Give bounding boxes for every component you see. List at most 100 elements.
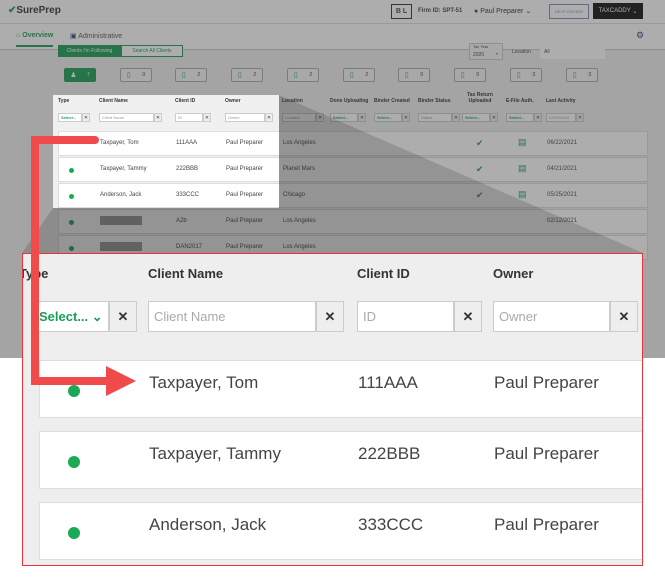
- clear-type-filter[interactable]: ✕: [109, 301, 137, 332]
- binder-created-filter[interactable]: Select...: [374, 113, 402, 122]
- type-filter-select[interactable]: Select... ⌄: [33, 301, 109, 332]
- comment-icon: ▯: [126, 72, 131, 79]
- taxcaddy-button[interactable]: TAXCADDY ⌄: [593, 3, 643, 19]
- client-type-dot: [69, 194, 74, 199]
- col-owner: Owner: [493, 266, 534, 281]
- stat-filter-document[interactable]: ▯ 2: [231, 68, 263, 82]
- location-input[interactable]: All: [540, 45, 605, 59]
- owner-filter[interactable]: Owner: [493, 301, 610, 332]
- cell-location: Los Angeles: [283, 140, 316, 146]
- column-header[interactable]: Last Activity: [546, 98, 576, 104]
- column-header[interactable]: E-File Auth.: [506, 98, 534, 104]
- client-name[interactable]: Taxpayer, Tom: [149, 373, 259, 392]
- table-row[interactable]: A2b Paul Preparer Los Angeles 02/12/2021: [58, 209, 648, 234]
- stat-filter-clipboard[interactable]: ▯ 2: [175, 68, 207, 82]
- clipboard-icon: ▯: [181, 72, 186, 79]
- efile-document-icon[interactable]: ▤: [518, 163, 527, 173]
- column-header[interactable]: Done Uploading: [330, 98, 369, 104]
- clear-filter-button[interactable]: ✕: [402, 113, 410, 122]
- gear-icon[interactable]: ⚙: [636, 30, 645, 40]
- tax-return-filter[interactable]: Select...: [462, 113, 490, 122]
- client-id-filter[interactable]: ID: [175, 113, 203, 122]
- stat-filter-document-gear[interactable]: ▯ 0: [398, 68, 430, 82]
- client-name[interactable]: Taxpayer, Tom: [100, 140, 139, 146]
- client-type-dot: [68, 456, 80, 468]
- tab-overview[interactable]: ⌂ Overview: [16, 32, 54, 47]
- help-center-button[interactable]: HELP CENTER: [549, 4, 589, 19]
- column-header[interactable]: Binder Created: [374, 98, 410, 104]
- column-header[interactable]: Binder Status: [418, 98, 451, 104]
- clear-filter-button[interactable]: ✕: [316, 113, 324, 122]
- clear-filter-button[interactable]: ✕: [490, 113, 498, 122]
- clear-filter-button[interactable]: ✕: [154, 113, 162, 122]
- stat-filter-document-check[interactable]: ▯ 2: [287, 68, 319, 82]
- clear-client-name-filter[interactable]: ✕: [316, 301, 344, 332]
- table-row[interactable]: Anderson, Jack 333CCC Paul Preparer Chicago…: [58, 183, 648, 208]
- callout-table-row[interactable]: Taxpayer, Tammy 222BBB Paul Preparer: [39, 431, 642, 489]
- document-gear-icon: ▯: [404, 72, 409, 79]
- last-activity-filter[interactable]: 02/15/2019: [546, 113, 576, 122]
- clear-filter-button[interactable]: ✕: [452, 113, 460, 122]
- location-filter[interactable]: Location: [282, 113, 316, 122]
- stat-filter-efile[interactable]: ▯ 3: [566, 68, 598, 82]
- stat-filter-document-arrow[interactable]: ▯ 2: [343, 68, 375, 82]
- chevron-down-icon: ⌄: [525, 8, 532, 15]
- location-label: Location: [512, 49, 531, 55]
- table-row[interactable]: Taxpayer, Tom 111AAA Paul Preparer Los Ange…: [58, 131, 648, 156]
- column-header[interactable]: Owner: [225, 98, 241, 104]
- client-id-filter[interactable]: ID: [357, 301, 454, 332]
- client-name[interactable]: Anderson, Jack: [149, 515, 267, 534]
- owner: Paul Preparer: [494, 515, 599, 534]
- document-check-icon: ▯: [293, 72, 298, 79]
- tax-year-select[interactable]: Tax Year 2020 ▾: [469, 43, 503, 60]
- clear-filter-button[interactable]: ✕: [576, 113, 584, 122]
- clear-filter-button[interactable]: ✕: [358, 113, 366, 122]
- stat-count: 0: [142, 72, 146, 78]
- clear-filter-button[interactable]: ✕: [203, 113, 211, 122]
- efile-filter[interactable]: Select...: [506, 113, 534, 122]
- stat-filter-comment[interactable]: ▯ 0: [120, 68, 152, 82]
- client-name[interactable]: Taxpayer, Tammy: [100, 166, 147, 172]
- client-type-dot: [68, 385, 80, 397]
- user-menu[interactable]: ● Paul Preparer ⌄: [474, 8, 532, 15]
- owner: Paul Preparer: [494, 444, 599, 463]
- clients-following-toggle[interactable]: Clients I'm Following: [58, 45, 121, 57]
- binder-status-filter[interactable]: Status: [418, 113, 452, 122]
- column-header[interactable]: Location: [282, 98, 303, 104]
- stat-filter-document-refresh[interactable]: ▯ 3: [510, 68, 542, 82]
- search-all-clients-toggle[interactable]: Search All Clients: [121, 45, 183, 57]
- stat-count: 0: [420, 72, 424, 78]
- tab-administrative[interactable]: ▣ Administrative: [70, 33, 123, 40]
- check-circle-icon: ✔: [476, 164, 484, 174]
- client-name-filter[interactable]: Client Name: [99, 113, 154, 122]
- clear-client-id-filter[interactable]: ✕: [454, 301, 482, 332]
- type-filter[interactable]: Select...: [58, 113, 82, 122]
- column-header[interactable]: Client ID: [175, 98, 196, 104]
- client-name[interactable]: Taxpayer, Tammy: [149, 444, 281, 463]
- client-name-filter[interactable]: Client Name: [148, 301, 316, 332]
- callout-table-row[interactable]: Anderson, Jack 333CCC Paul Preparer: [39, 502, 642, 560]
- stat-count: 7: [86, 72, 90, 78]
- column-header[interactable]: Type: [58, 98, 70, 104]
- clear-filter-button[interactable]: ✕: [534, 113, 542, 122]
- column-header[interactable]: Client Name: [99, 98, 128, 104]
- logo[interactable]: ✔SurePrep: [8, 5, 61, 16]
- column-header[interactable]: Tax Return Uploaded: [467, 92, 493, 104]
- stat-count: 2: [253, 72, 257, 78]
- stat-filter-person[interactable]: ♟ 7: [64, 68, 96, 82]
- efile-document-icon[interactable]: ▤: [518, 137, 527, 147]
- clear-filter-button[interactable]: ✕: [82, 113, 90, 122]
- clear-owner-filter[interactable]: ✕: [610, 301, 638, 332]
- efile-document-icon[interactable]: ▤: [518, 189, 527, 199]
- check-circle-icon: ✔: [476, 190, 484, 200]
- stat-filter-binder[interactable]: ▯ 0: [454, 68, 486, 82]
- clear-filter-button[interactable]: ✕: [265, 113, 273, 122]
- table-row[interactable]: Taxpayer, Tammy 222BBB Paul Preparer Planet…: [58, 157, 648, 182]
- document-refresh-icon: ▯: [516, 72, 521, 79]
- done-uploading-filter[interactable]: Select...: [330, 113, 358, 122]
- redacted-name: [100, 242, 142, 251]
- owner: Paul Preparer: [494, 373, 599, 392]
- owner-filter[interactable]: Owner: [225, 113, 265, 122]
- client-name[interactable]: Anderson, Jack: [100, 192, 142, 198]
- callout-table-row[interactable]: Taxpayer, Tom 111AAA Paul Preparer: [39, 360, 642, 418]
